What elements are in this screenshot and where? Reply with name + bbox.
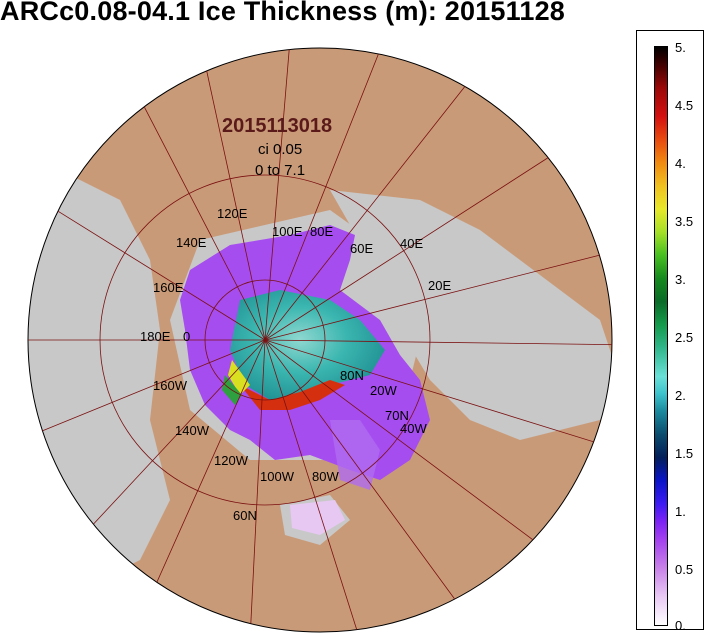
lon-label-100w: 100W bbox=[260, 469, 295, 484]
colorbar-tick: 0.5 bbox=[675, 562, 694, 577]
lon-label-160e: 160E bbox=[153, 280, 184, 295]
colorbar bbox=[654, 46, 668, 626]
colorbar-tick: 4.5 bbox=[675, 98, 694, 113]
lon-label-180e: 180E bbox=[140, 329, 171, 344]
colorbar-tick: 0. bbox=[675, 618, 686, 633]
lon-label-140e: 140E bbox=[176, 235, 207, 250]
lon-label-160w: 160W bbox=[153, 378, 188, 393]
sea-ice-thin-hudson bbox=[290, 500, 345, 535]
lon-label-60e: 60E bbox=[350, 241, 373, 256]
sea-ice-thick bbox=[230, 290, 385, 400]
lon-label-0: 0 bbox=[183, 329, 190, 344]
colorbar-tick: 3. bbox=[675, 272, 686, 287]
colorbar-tick: 2.5 bbox=[675, 330, 694, 345]
contour-interval-label: ci 0.05 bbox=[258, 141, 302, 158]
lon-label-80e: 80E bbox=[310, 224, 333, 239]
lon-label-140w: 140W bbox=[175, 423, 210, 438]
colorbar-tick: 5. bbox=[675, 40, 686, 55]
lon-label-40e: 40E bbox=[400, 236, 423, 251]
lon-label-100e: 100E bbox=[272, 224, 303, 239]
colorbar-tick: 1.5 bbox=[675, 446, 694, 461]
ocean-atlantic bbox=[330, 190, 612, 440]
colorbar-tick: 1. bbox=[675, 504, 686, 519]
colorbar-tick: 2. bbox=[675, 388, 686, 403]
lat-label-80n: 80N bbox=[340, 368, 364, 383]
colorbar-tick: 3.5 bbox=[675, 214, 694, 229]
polar-map: 2015113018 ci 0.05 0 to 7.1 120E 100E 80… bbox=[27, 47, 613, 633]
lon-label-80w: 80W bbox=[312, 469, 339, 484]
lon-label-40w: 40W bbox=[400, 421, 427, 436]
sea-ice-baffin bbox=[330, 420, 380, 490]
lon-label-20e: 20E bbox=[428, 278, 451, 293]
lat-label-60n: 60N bbox=[233, 508, 257, 523]
timestamp-label: 2015113018 bbox=[222, 115, 332, 137]
lon-label-120e: 120E bbox=[217, 206, 248, 221]
colorbar-tick: 4. bbox=[675, 156, 686, 171]
colorbar-frame bbox=[636, 30, 704, 630]
range-label: 0 to 7.1 bbox=[255, 162, 305, 179]
lon-label-120w: 120W bbox=[214, 453, 249, 468]
lon-label-20w: 20W bbox=[370, 383, 397, 398]
sea-ice-thickest bbox=[240, 380, 345, 410]
lat-label-70n: 70N bbox=[385, 408, 409, 423]
map-title: ARCc0.08-04.1 Ice Thickness (m): 2015112… bbox=[0, 0, 566, 26]
